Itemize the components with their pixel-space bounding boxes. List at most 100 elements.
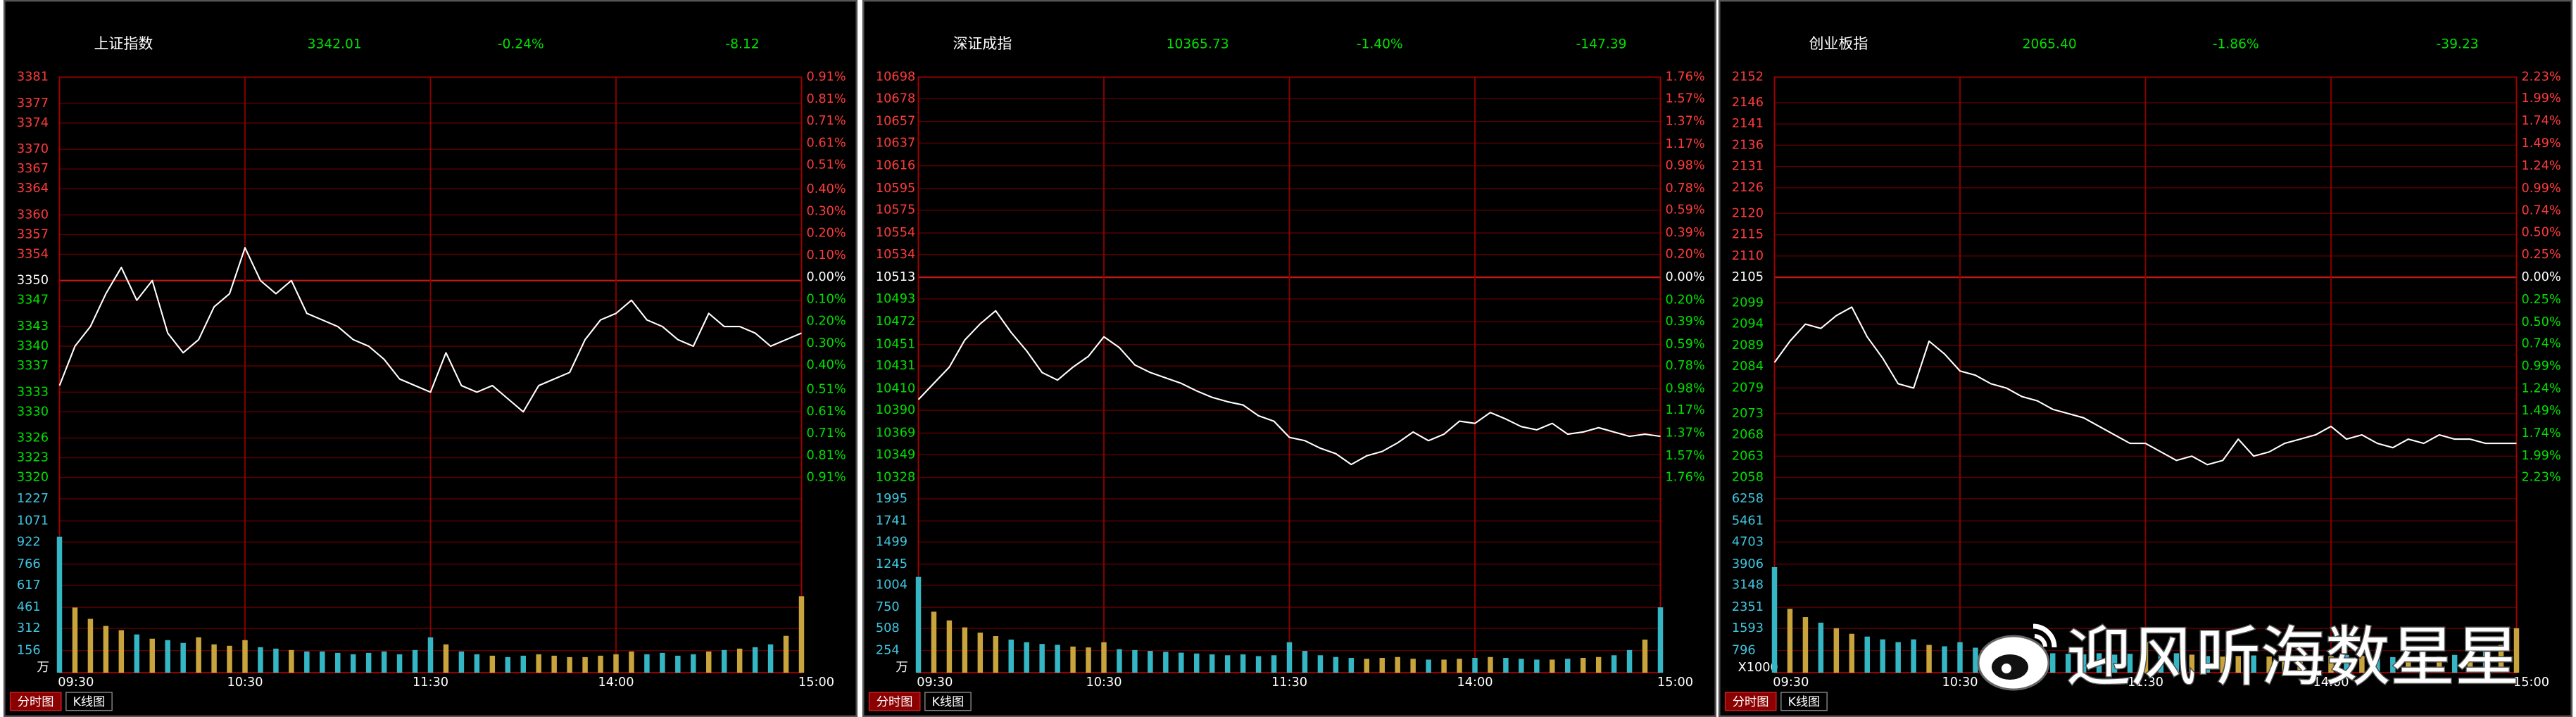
y2-tick-label: 1.49% — [2521, 137, 2561, 151]
volume-bar — [1457, 659, 1462, 673]
index-panel: 上证指数 3342.01 -0.24% -8.12 3381 3377 3374 3370 33… — [4, 0, 857, 717]
volume-tick-label: 508 — [876, 621, 900, 635]
quote-value: 3342.01 — [308, 37, 362, 51]
y2-tick-label: 0.20% — [1665, 293, 1704, 307]
x-tick-label: 15:00 — [2513, 675, 2549, 690]
y2-tick-label: 0.00% — [806, 270, 846, 284]
y2-tick-label: 0.98% — [1665, 159, 1704, 173]
y2-tick-label: 0.50% — [2521, 315, 2561, 329]
x-tick-label: 14:00 — [2313, 675, 2349, 690]
volume-bar — [1348, 657, 1355, 673]
volume-bar — [2390, 656, 2396, 673]
y2-tick-label: 1.57% — [1665, 91, 1704, 106]
volume-bar — [931, 611, 937, 673]
volume-tick-label: 1499 — [876, 535, 907, 549]
volume-tick-label: 1741 — [876, 514, 907, 528]
x-tick-label: 09:30 — [1773, 675, 1809, 690]
y-tick-label: 2063 — [1732, 449, 1764, 463]
y-tick-label: 10616 — [876, 159, 915, 173]
volume-tick-label: 312 — [17, 621, 41, 635]
y2-tick-label: 1.57% — [1665, 449, 1704, 463]
volume-bar — [2282, 656, 2287, 673]
tab-label[interactable]: K线图 — [932, 695, 965, 709]
volume-bar — [2204, 656, 2211, 673]
volume-bar — [273, 648, 279, 673]
quote-value: 10365.73 — [1167, 37, 1229, 51]
y2-tick-label: 0.20% — [806, 315, 846, 329]
volume-bar — [536, 654, 541, 673]
volume-bar — [1271, 655, 1277, 673]
y2-tick-label: 0.59% — [1665, 337, 1704, 351]
y-tick-label: 10328 — [876, 471, 915, 485]
tab-label[interactable]: K线图 — [1788, 695, 1821, 709]
volume-bar — [118, 630, 125, 673]
volume-bar — [1179, 652, 1184, 673]
volume-tick-label: 461 — [17, 600, 41, 614]
y-tick-label: 2115 — [1732, 228, 1764, 242]
tab-label[interactable]: 分时图 — [1733, 695, 1769, 709]
volume-tick-label: 5461 — [1732, 514, 1764, 528]
volume-bar — [1224, 655, 1231, 673]
tab-button[interactable] — [1780, 692, 1828, 711]
x-tick-label: 11:30 — [2128, 675, 2163, 690]
volume-bar — [2266, 656, 2272, 673]
y2-tick-label: 0.20% — [1665, 248, 1704, 262]
tab-button[interactable] — [924, 692, 972, 711]
y2-tick-label: 1.76% — [1665, 70, 1704, 84]
x-tick-label: 10:30 — [1942, 675, 1978, 690]
y2-tick-label: 0.91% — [806, 471, 846, 485]
y2-tick-label: 0.10% — [806, 248, 846, 262]
y-tick-label: 10431 — [876, 359, 915, 373]
volume-bar — [2421, 656, 2427, 673]
volume-bar — [1973, 647, 1978, 673]
y2-tick-label: 1.37% — [1665, 426, 1704, 440]
price-line — [1773, 306, 2517, 466]
volume-bar — [2436, 656, 2442, 673]
volume-bar — [629, 651, 634, 673]
volume-bar — [783, 635, 789, 673]
volume-bar — [1550, 659, 1555, 673]
y-tick-label: 3337 — [17, 359, 49, 373]
volume-bar — [1148, 651, 1153, 673]
y-tick-label: 10678 — [876, 91, 915, 106]
volume-bar — [721, 649, 727, 673]
y2-tick-label: 0.91% — [806, 70, 846, 84]
volume-bar — [1595, 656, 1602, 673]
tab-button[interactable] — [868, 692, 921, 711]
volume-bar — [1565, 659, 1571, 673]
volume-bar — [567, 656, 572, 673]
y-tick-label: 10369 — [876, 426, 915, 440]
volume-bar — [660, 652, 665, 673]
tab-button[interactable] — [65, 692, 113, 711]
y-tick-label: 2141 — [1732, 117, 1764, 131]
tab-label[interactable]: 分时图 — [877, 695, 913, 709]
y-tick-label: 2120 — [1732, 206, 1764, 220]
tab-label[interactable]: K线图 — [73, 695, 106, 709]
volume-tick-label: 796 — [1732, 644, 1756, 658]
tab-button[interactable] — [9, 692, 62, 711]
volume-bar — [551, 655, 557, 673]
panel-frame — [1719, 0, 2572, 717]
y-tick-label: 2099 — [1732, 296, 1764, 310]
volume-bar — [613, 654, 619, 673]
volume-tick-label: 3148 — [1732, 578, 1764, 592]
y2-tick-label: 2.23% — [2521, 70, 2561, 84]
y-tick-label: 2089 — [1732, 338, 1764, 353]
volume-bar — [350, 654, 356, 673]
volume-bar — [258, 647, 263, 673]
volume-bar — [1255, 656, 1262, 673]
y2-tick-label: 0.30% — [806, 336, 846, 350]
y-tick-label: 10534 — [876, 248, 915, 262]
tab-label[interactable]: 分时图 — [18, 695, 54, 709]
y-tick-label: 3330 — [17, 405, 49, 419]
volume-bar — [2173, 653, 2180, 673]
y2-tick-label: 1.17% — [1665, 403, 1704, 417]
volume-bar — [644, 654, 650, 673]
volume-bar — [381, 651, 387, 673]
volume-bar — [736, 648, 743, 673]
tab-button[interactable] — [1724, 692, 1777, 711]
quote-value: -1.40% — [1357, 37, 1403, 51]
index-title: 创业板指 — [1809, 35, 1868, 52]
volume-tick-label: 3906 — [1732, 557, 1764, 571]
